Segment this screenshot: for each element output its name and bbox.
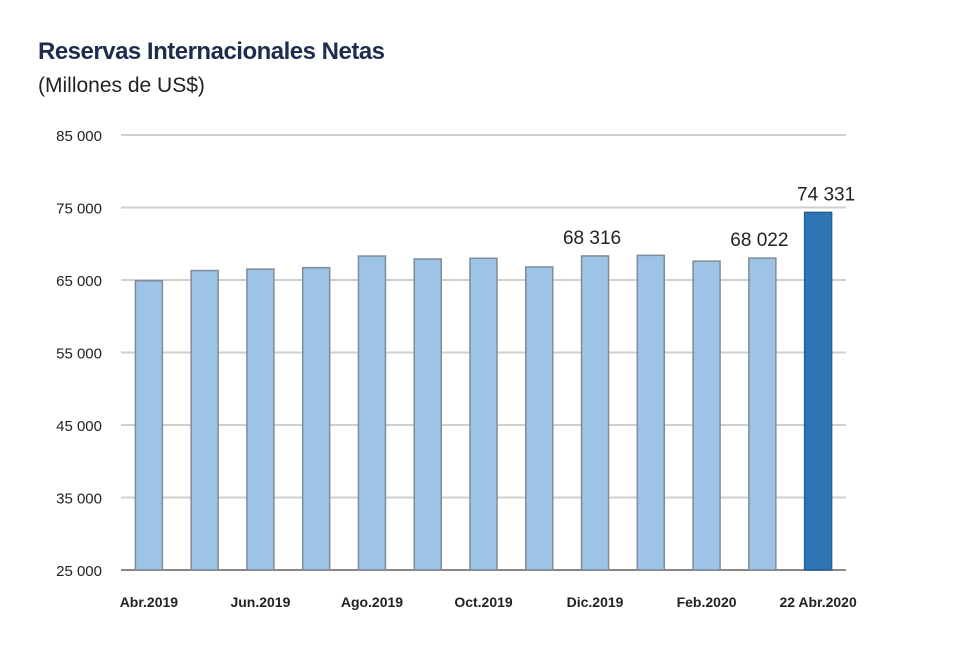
bar (803, 211, 833, 571)
data-label: 74 331 (797, 184, 855, 205)
bar (301, 266, 331, 571)
data-label: 68 022 (730, 230, 788, 251)
bar (469, 257, 498, 571)
chart-title: Reservas Internacionales Netas (38, 38, 385, 65)
x-tick-label: Dic.2019 (567, 594, 624, 610)
bar (357, 255, 387, 571)
bar (246, 268, 275, 571)
bar (580, 255, 610, 571)
bar (748, 257, 777, 571)
bar (413, 258, 442, 571)
bar (190, 269, 219, 571)
y-tick-label: 85 000 (56, 128, 102, 145)
chart-subtitle: (Millones de US$) (38, 74, 205, 97)
x-tick-label: Abr.2019 (120, 594, 179, 610)
bar (134, 279, 164, 571)
y-tick-label: 65 000 (56, 273, 102, 290)
x-tick-label: Jun.2019 (230, 594, 290, 610)
bar (525, 266, 554, 571)
x-tick-label: Oct.2019 (454, 594, 513, 610)
bar (636, 254, 666, 571)
data-label: 68 316 (563, 228, 621, 249)
bar (692, 260, 721, 571)
x-tick-label: Feb.2020 (677, 594, 737, 610)
x-tick-label: Ago.2019 (341, 594, 403, 610)
y-tick-label: 55 000 (56, 346, 102, 363)
x-tick-label: 22 Abr.2020 (779, 594, 857, 610)
y-tick-label: 45 000 (56, 418, 102, 435)
y-tick-label: 25 000 (56, 563, 102, 580)
y-tick-label: 35 000 (56, 491, 102, 508)
y-tick-label: 75 000 (56, 201, 102, 218)
